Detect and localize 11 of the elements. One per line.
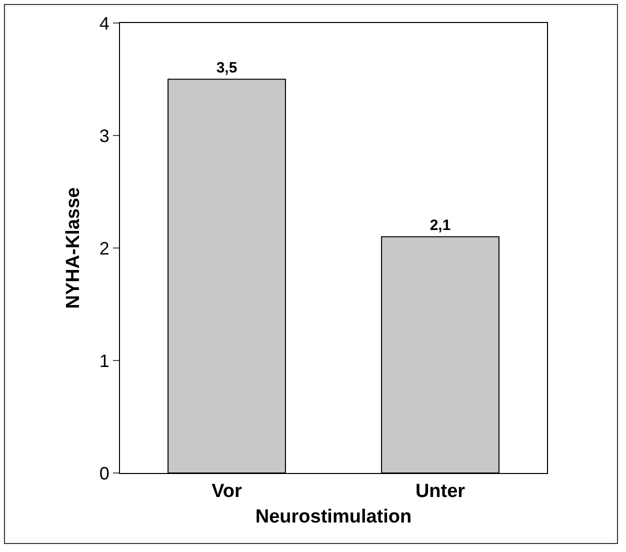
data-label: 3,5 — [216, 59, 238, 76]
y-tick-label: 1 — [99, 350, 110, 371]
y-axis-title: NYHA-Klasse — [63, 187, 84, 309]
data-label: 2,1 — [430, 216, 451, 234]
x-tick-label: Vor — [212, 480, 242, 502]
x-axis-title: Neurostimulation — [255, 506, 412, 528]
y-tick-label: 4 — [99, 13, 110, 34]
y-tick-label: 2 — [99, 238, 110, 258]
x-tick-label: Unter — [415, 480, 466, 502]
y-tick-label: 3 — [99, 126, 110, 146]
y-tick-label: 0 — [99, 463, 110, 484]
